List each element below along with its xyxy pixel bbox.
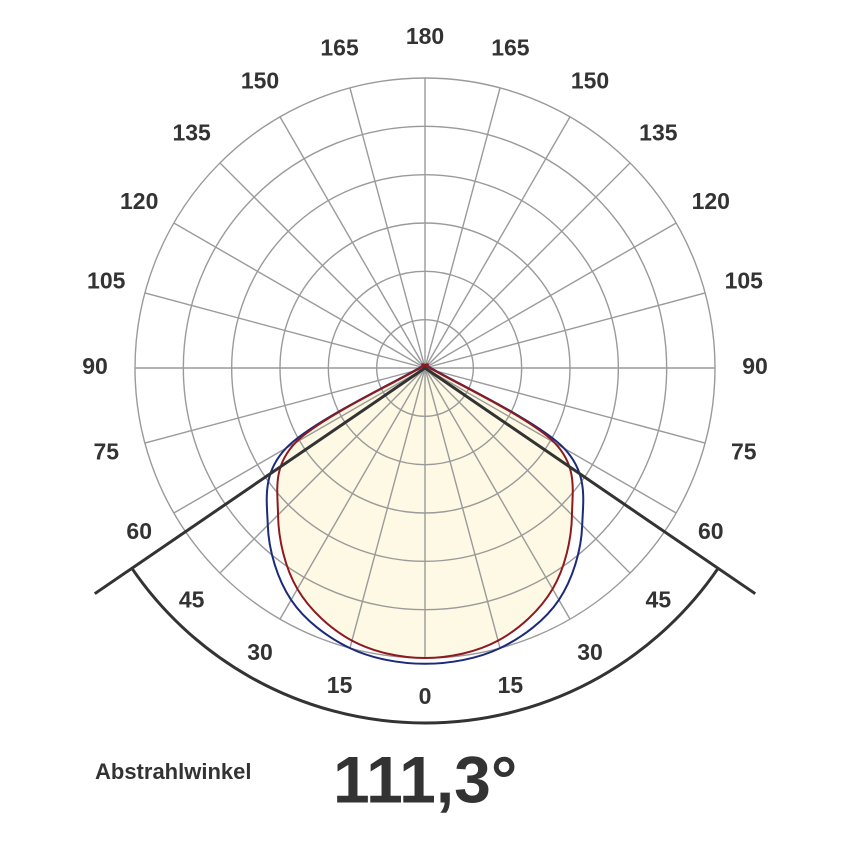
grid-spoke bbox=[424, 367, 706, 444]
angle-label: 75 bbox=[93, 438, 119, 464]
angle-label: 60 bbox=[698, 518, 724, 544]
grid-spoke bbox=[279, 116, 426, 369]
intensity-curve bbox=[265, 363, 585, 665]
angle-label: 150 bbox=[571, 67, 609, 93]
beam-angle-label: Abstrahlwinkel bbox=[95, 759, 251, 784]
angle-label: 30 bbox=[247, 639, 273, 665]
angle-label: 15 bbox=[498, 672, 524, 698]
angle-label: 45 bbox=[179, 586, 205, 612]
grid-spoke bbox=[173, 222, 426, 369]
grid-spoke bbox=[424, 367, 631, 574]
angle-label: 150 bbox=[241, 67, 279, 93]
angle-label: 0 bbox=[419, 683, 432, 709]
angle-label: 135 bbox=[639, 120, 678, 146]
angle-label: 90 bbox=[742, 353, 768, 379]
grid-spoke bbox=[349, 87, 426, 369]
angle-label: 75 bbox=[731, 438, 757, 464]
angle-label: 120 bbox=[120, 188, 158, 214]
grid-spoke bbox=[424, 367, 501, 649]
grid-spoke bbox=[219, 367, 426, 574]
grid-spoke bbox=[424, 222, 677, 369]
angle-label: 180 bbox=[406, 23, 444, 49]
angle-label: 105 bbox=[725, 268, 764, 294]
beam-edge bbox=[93, 366, 426, 595]
angle-label: 165 bbox=[491, 34, 530, 60]
grid-spoke bbox=[144, 367, 426, 444]
angle-label: 90 bbox=[82, 353, 108, 379]
grid-spoke bbox=[424, 162, 631, 369]
grid-spoke bbox=[424, 87, 501, 369]
angle-label: 15 bbox=[327, 672, 353, 698]
angle-label: 165 bbox=[320, 34, 359, 60]
angle-label: 60 bbox=[126, 518, 152, 544]
angle-label: 120 bbox=[692, 188, 730, 214]
beam-angle-value: 111,3° bbox=[333, 742, 517, 816]
grid-spoke bbox=[424, 292, 706, 369]
grid-spoke bbox=[219, 162, 426, 369]
beam-edge bbox=[424, 366, 757, 595]
angle-label: 105 bbox=[87, 268, 126, 294]
grid-spoke bbox=[424, 367, 677, 514]
grid-spoke bbox=[349, 367, 426, 649]
grid-spoke bbox=[424, 116, 571, 369]
beam-arc bbox=[130, 567, 720, 725]
angle-label: 135 bbox=[172, 120, 211, 146]
intensity-curve bbox=[276, 363, 574, 660]
angle-label: 45 bbox=[646, 586, 672, 612]
grid-spoke bbox=[173, 367, 426, 514]
grid-spoke bbox=[144, 292, 426, 369]
grid-spoke bbox=[424, 367, 571, 620]
grid-spoke bbox=[279, 367, 426, 620]
angle-label: 30 bbox=[577, 639, 603, 665]
